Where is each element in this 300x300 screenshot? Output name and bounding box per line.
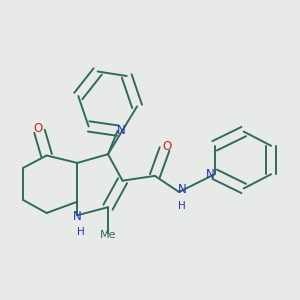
Text: N: N bbox=[73, 210, 82, 223]
Text: Me: Me bbox=[100, 230, 116, 240]
Text: O: O bbox=[163, 140, 172, 153]
Text: H: H bbox=[77, 227, 85, 237]
Text: N: N bbox=[206, 168, 215, 181]
Text: H: H bbox=[178, 201, 186, 211]
Text: N: N bbox=[178, 183, 187, 196]
Text: N: N bbox=[117, 124, 126, 137]
Text: O: O bbox=[33, 122, 43, 135]
